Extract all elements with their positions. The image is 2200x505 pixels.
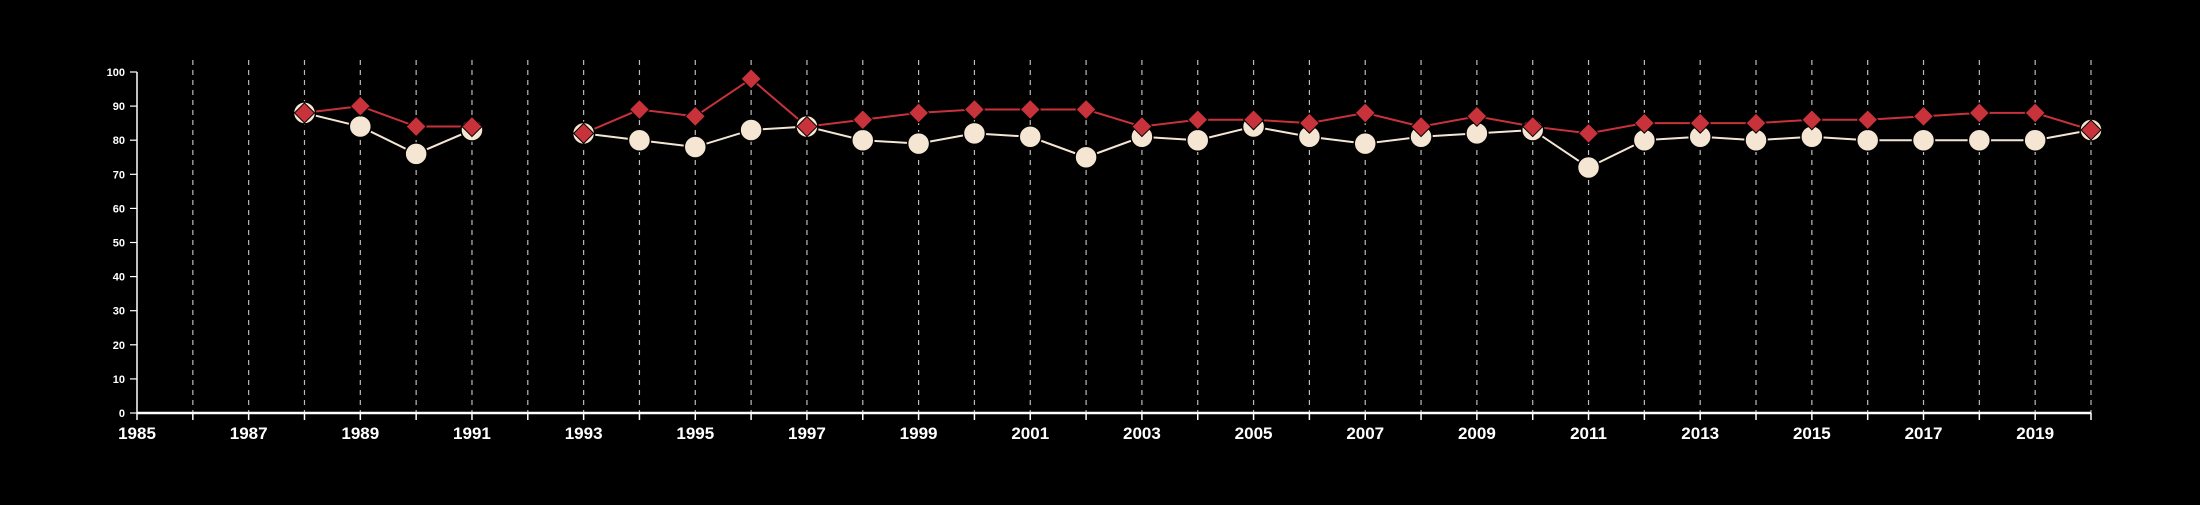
series-1-point	[1185, 128, 1210, 152]
y-tick-label: 20	[113, 340, 125, 352]
y-tick-label: 90	[113, 101, 125, 113]
series-2-point	[852, 109, 874, 131]
x-tick-label: 2011	[1570, 424, 1607, 443]
series-1-point	[404, 142, 428, 166]
series-1-point	[1911, 128, 1936, 152]
series-1-point	[2023, 128, 2047, 152]
series-2-point	[2024, 102, 2046, 124]
series-2-point	[1242, 109, 1265, 131]
series-1-point	[739, 118, 763, 142]
series-1-point	[627, 128, 652, 152]
series-1-point	[962, 121, 987, 146]
series-2-point	[1019, 98, 1041, 121]
series-2-point	[1745, 112, 1767, 134]
series-1-point	[1018, 125, 1043, 149]
x-tick-label: 2015	[1793, 424, 1831, 443]
series-2-point	[796, 115, 818, 138]
y-tick-label: 0	[119, 408, 125, 420]
series-1-line	[304, 111, 473, 155]
series-2-point	[1354, 102, 1376, 124]
x-tick-label: 1999	[900, 424, 938, 443]
x-tick-label: 1987	[230, 424, 268, 443]
series-2-point	[461, 115, 483, 138]
series-1-point	[1967, 128, 1992, 152]
series-2-line	[304, 105, 472, 128]
y-tick-label: 80	[113, 135, 125, 147]
series-1-point	[683, 135, 708, 159]
series-2-line	[583, 77, 2092, 135]
y-tick-label: 70	[113, 169, 125, 181]
series-1-point	[1074, 145, 1098, 169]
x-tick-label: 1997	[788, 424, 826, 443]
series-2-point	[1075, 98, 1097, 121]
series-2-point	[1577, 122, 1600, 145]
series-2-point	[1131, 115, 1153, 138]
x-tick-label: 2007	[1346, 424, 1384, 443]
series-1-point	[906, 131, 931, 156]
series-2-point	[1410, 115, 1432, 138]
x-tick-label: 1989	[341, 424, 379, 443]
series-1-point	[348, 114, 373, 139]
x-tick-label: 1993	[565, 424, 603, 443]
y-tick-label: 40	[113, 272, 125, 284]
y-tick-label: 50	[113, 238, 125, 250]
series-1-line	[583, 125, 2092, 169]
series-2-point	[1689, 112, 1711, 134]
series-1-point	[1353, 131, 1377, 156]
x-tick-label: 2001	[1011, 424, 1049, 443]
series-2-point	[1522, 115, 1544, 138]
y-tick-label: 30	[113, 306, 125, 318]
series-2-point	[684, 105, 706, 128]
series-1-point	[851, 128, 875, 152]
series-1-point	[1576, 155, 1601, 180]
series-2-point	[1912, 105, 1935, 128]
series-2-point	[2080, 119, 2102, 141]
series-2-point	[907, 102, 930, 124]
series-2-point	[1633, 112, 1656, 134]
x-tick-label: 2009	[1458, 424, 1496, 443]
y-tick-label: 100	[107, 67, 125, 79]
y-tick-label: 60	[113, 203, 125, 215]
series-2-point	[293, 102, 316, 124]
series-2-point	[1801, 109, 1823, 131]
x-tick-label: 2013	[1681, 424, 1719, 443]
x-tick-label: 1995	[676, 424, 714, 443]
y-tick-label: 10	[113, 374, 125, 386]
series-2-point	[1466, 105, 1488, 128]
series-2-point	[572, 122, 595, 145]
x-tick-label: 2003	[1123, 424, 1161, 443]
x-tick-label: 1991	[453, 424, 491, 443]
series-2-point	[349, 95, 372, 117]
series-2-point	[405, 115, 427, 138]
series-2-point	[1298, 112, 1321, 134]
series-2-point	[1968, 102, 1991, 124]
x-tick-label: 1985	[118, 424, 156, 443]
series-1-point	[1855, 128, 1880, 152]
series-2-point	[628, 98, 651, 121]
series-2-point	[963, 98, 986, 121]
series-2-point	[1856, 109, 1879, 131]
series-2-point	[740, 68, 762, 90]
x-tick-label: 2019	[2016, 424, 2054, 443]
x-tick-label: 2005	[1235, 424, 1273, 443]
x-tick-label: 2017	[1905, 424, 1943, 443]
series-2-point	[1187, 109, 1209, 131]
